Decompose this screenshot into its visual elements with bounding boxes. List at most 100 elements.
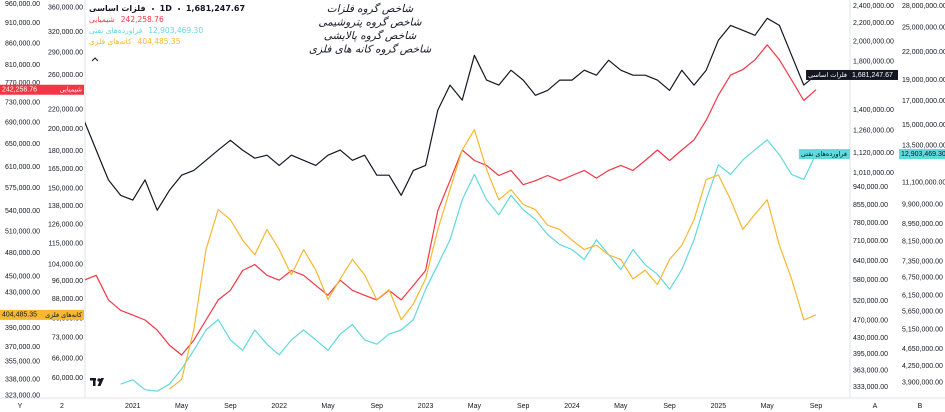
y-tick-label: 910,000.00 (5, 20, 40, 27)
y-tick-label: 25,000,000.00 (902, 25, 945, 32)
x-tick-label: Sep (663, 403, 676, 410)
legend-value: 242,258.76 (120, 15, 164, 24)
x-tick-label: Sep (224, 403, 237, 410)
annotation: شاخص گروه فلزات (327, 2, 414, 15)
y-tick-label: 260,000.00 (48, 72, 83, 79)
axis-footer: B (918, 403, 923, 410)
price-tag-name-box (806, 69, 850, 80)
y-tick-label: 9,900,000.00 (902, 202, 943, 209)
y-tick-label: 430,000.00 (853, 335, 888, 342)
x-tick-label: 2021 (125, 403, 141, 410)
y-tick-label: 333,000.00 (853, 384, 888, 391)
x-tick-label: 2024 (564, 403, 580, 410)
separator (151, 7, 154, 10)
price-tag-name: کانه‌های فلزی (45, 311, 83, 319)
y-tick-label: 7,350,000.00 (902, 258, 943, 265)
y-tick-label: 395,000.00 (853, 351, 888, 358)
y-tick-label: 640,000.00 (853, 258, 888, 265)
y-tick-label: 15,000,000.00 (902, 122, 945, 129)
price-tag-value: 12,903,469.30 (901, 151, 945, 158)
price-tag-value: 242,258.76 (2, 87, 37, 94)
price-tag-value: 404,485.35 (2, 312, 37, 319)
y-tick-label: 19,000,000.00 (902, 77, 945, 84)
legend-interval: 1D (159, 4, 172, 13)
y-tick-label: 290,000.00 (48, 49, 83, 56)
y-tick-label: 126,000.00 (48, 222, 83, 229)
price-tag: 404,485.35 کانه‌های فلزی (0, 309, 84, 320)
y-tick-label: 2,400,000.00 (853, 3, 894, 10)
y-tick-label: 323,000.00 (5, 393, 40, 400)
y-tick-label: 22,000,000.00 (902, 49, 945, 56)
y-tick-label: 390,000.00 (5, 325, 40, 332)
y-tick-label: 355,000.00 (5, 359, 40, 366)
y-tick-label: 540,000.00 (5, 208, 40, 215)
price-tag-box (0, 309, 84, 320)
y-tick-label: 88,000.00 (52, 296, 83, 303)
price-tag-name-box (798, 149, 850, 160)
legend-row: کانه‌های فلزی 404,485.35 (89, 36, 245, 47)
y-tick-label: 855,000.00 (853, 202, 888, 209)
y-tick-label: 860,000.00 (5, 40, 40, 47)
price-tag-name: فراورده‌های نفتی (801, 150, 847, 158)
y-tick-label: 138,000.00 (48, 203, 83, 210)
y-tick-label: 1,260,000.00 (853, 127, 894, 134)
y-tick-label: 200,000.00 (48, 126, 83, 133)
series-line (120, 139, 817, 392)
plot-area (85, 17, 817, 392)
y-tick-label: 610,000.00 (5, 164, 40, 171)
y-tick-label: 370,000.00 (5, 344, 40, 351)
y-tick-label: 940,000.00 (853, 184, 888, 191)
legend-row: فراورده‌های نفتی 12,903,469.30 (89, 25, 245, 36)
annotation: شاخص گروه کانه های فلزی (309, 43, 431, 56)
price-tag-box (850, 69, 898, 80)
legend: فلزات اساسی 1D 1,681,247.67 شیمیایی 242,… (89, 3, 245, 47)
y-tick-label: 1,010,000.00 (853, 170, 894, 177)
axis-footer: A (873, 403, 878, 410)
x-tick-label: 2023 (418, 403, 434, 410)
legend-name: فراورده‌های نفتی (89, 26, 143, 35)
y-tick-label: 1,400,000.00 (853, 107, 894, 114)
y-tick-label: 6,150,000.00 (902, 293, 943, 300)
series-line (85, 17, 817, 211)
y-tick-label: 520,000.00 (853, 298, 888, 305)
y-tick-label: 6,750,000.00 (902, 275, 943, 282)
y-tick-label: 810,000.00 (5, 62, 40, 69)
price-tag-box (0, 84, 84, 95)
y-tick-label: 115,000.00 (48, 241, 83, 248)
legend-value: 12,903,469.30 (148, 26, 204, 35)
legend-value: 404,485.35 (137, 37, 181, 46)
y-tick-label: 338,000.00 (5, 376, 40, 383)
y-tick-label: 13,500,000.00 (902, 142, 945, 149)
collapse-icon[interactable] (91, 57, 99, 62)
tv-logo (90, 378, 104, 386)
y-tick-label: 480,000.00 (5, 250, 40, 257)
annotation: شاخص گروه پتروشیمی (318, 16, 421, 29)
legend-name: شیمیایی (89, 15, 115, 24)
y-tick-label: 104,000.00 (48, 261, 83, 268)
legend-row: شیمیایی 242,258.76 (89, 14, 245, 25)
y-tick-label: 220,000.00 (48, 106, 83, 113)
x-tick-label: May (761, 403, 775, 410)
legend-row: فلزات اساسی 1D 1,681,247.67 (89, 3, 245, 14)
x-tick-label: May (321, 403, 335, 410)
y-tick-label: 575,000.00 (5, 185, 40, 192)
price-tag-name: شیمیایی (60, 86, 82, 94)
y-tick-label: 770,000.00 (5, 80, 40, 87)
y-tick-label: 165,000.00 (48, 166, 83, 173)
y-tick-label: 430,000.00 (5, 290, 40, 297)
y-tick-label: 4,650,000.00 (902, 346, 943, 353)
y-tick-label: 150,000.00 (48, 186, 83, 193)
price-tag: 242,258.76 شیمیایی (0, 84, 84, 95)
y-tick-label: 470,000.00 (853, 318, 888, 325)
y-tick-label: 710,000.00 (853, 238, 888, 245)
x-tick-label: May (614, 403, 628, 410)
y-tick-label: 8,950,000.00 (902, 221, 943, 228)
x-tick-label: May (175, 403, 189, 410)
price-tag: 12,903,469.30 فراورده‌های نفتی (798, 149, 945, 160)
price-tag-name: فلزات اساسی (808, 71, 847, 79)
y-tick-label: 66,000.00 (52, 355, 83, 362)
price-tag: 1,681,247.67 فلزات اساسی (806, 69, 898, 80)
